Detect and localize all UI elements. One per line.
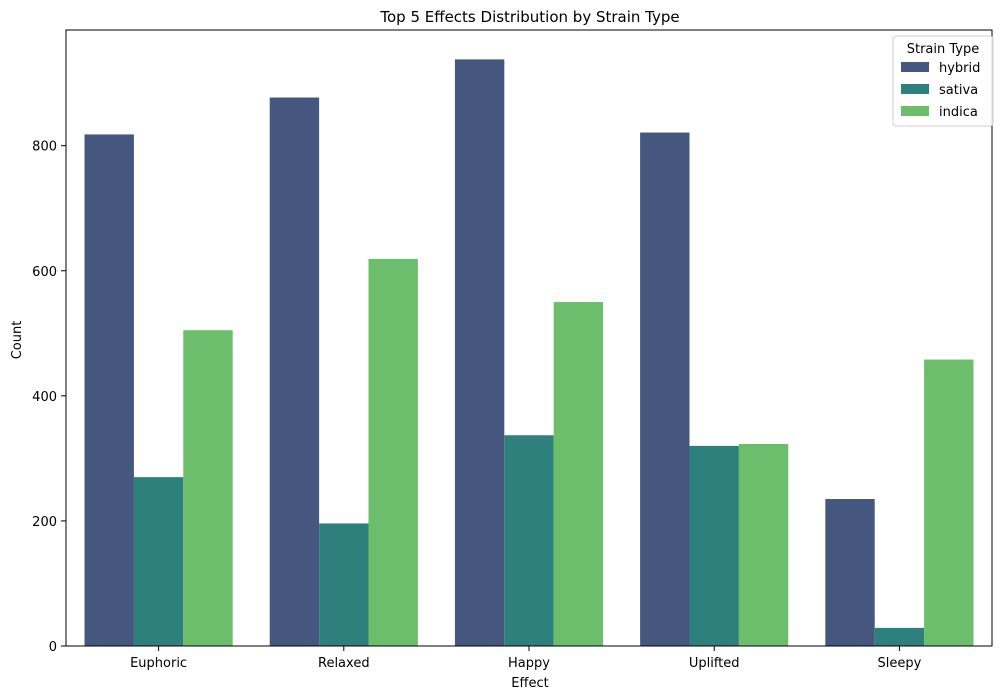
chart-title: Top 5 Effects Distribution by Strain Typ…	[379, 8, 679, 26]
y-tick-label: 0	[49, 640, 57, 655]
legend: Strain Type hybrid sativa indica	[892, 35, 994, 127]
x-axis-label: Effect	[511, 676, 548, 691]
x-tick-label: Relaxed	[318, 656, 370, 671]
bar-indica-uplifted	[738, 444, 789, 646]
y-tick-label: 800	[32, 140, 57, 155]
y-axis: 0 200 400 600 800	[32, 140, 66, 655]
legend-title: Strain Type	[907, 42, 980, 57]
legend-label-sativa: sativa	[939, 83, 978, 98]
legend-label-hybrid: hybrid	[939, 61, 980, 76]
legend-label-indica: indica	[939, 105, 978, 120]
y-axis-label: Count	[10, 321, 25, 360]
y-tick-label: 200	[32, 515, 57, 530]
bar-indica-happy	[553, 302, 604, 646]
legend-swatch-indica	[901, 106, 929, 116]
bar-hybrid-sleepy	[825, 499, 875, 646]
x-tick-label: Happy	[508, 656, 550, 671]
bar-indica-euphoric	[183, 330, 233, 646]
y-tick-label: 600	[32, 265, 57, 280]
bar-sativa-uplifted	[689, 445, 739, 646]
bar-hybrid-uplifted	[640, 132, 690, 646]
bar-sativa-happy	[504, 435, 554, 646]
bar-hybrid-euphoric	[84, 134, 134, 646]
x-axis: Euphoric Relaxed Happy Uplifted Sleepy	[130, 646, 922, 671]
bar-hybrid-relaxed	[269, 97, 320, 646]
x-tick-label: Euphoric	[130, 656, 187, 671]
y-tick-label: 400	[32, 390, 57, 405]
bar-indica-relaxed	[368, 258, 418, 646]
legend-swatch-hybrid	[901, 62, 929, 72]
x-tick-label: Uplifted	[689, 656, 740, 671]
bar-sativa-euphoric	[133, 477, 184, 646]
plot-area	[84, 59, 974, 647]
bar-sativa-sleepy	[874, 627, 925, 646]
bar-sativa-relaxed	[319, 523, 369, 646]
x-tick-label: Sleepy	[877, 656, 921, 671]
bar-indica-sleepy	[924, 359, 974, 646]
bar-hybrid-happy	[454, 59, 505, 647]
legend-box	[892, 35, 994, 127]
legend-swatch-sativa	[901, 84, 929, 94]
